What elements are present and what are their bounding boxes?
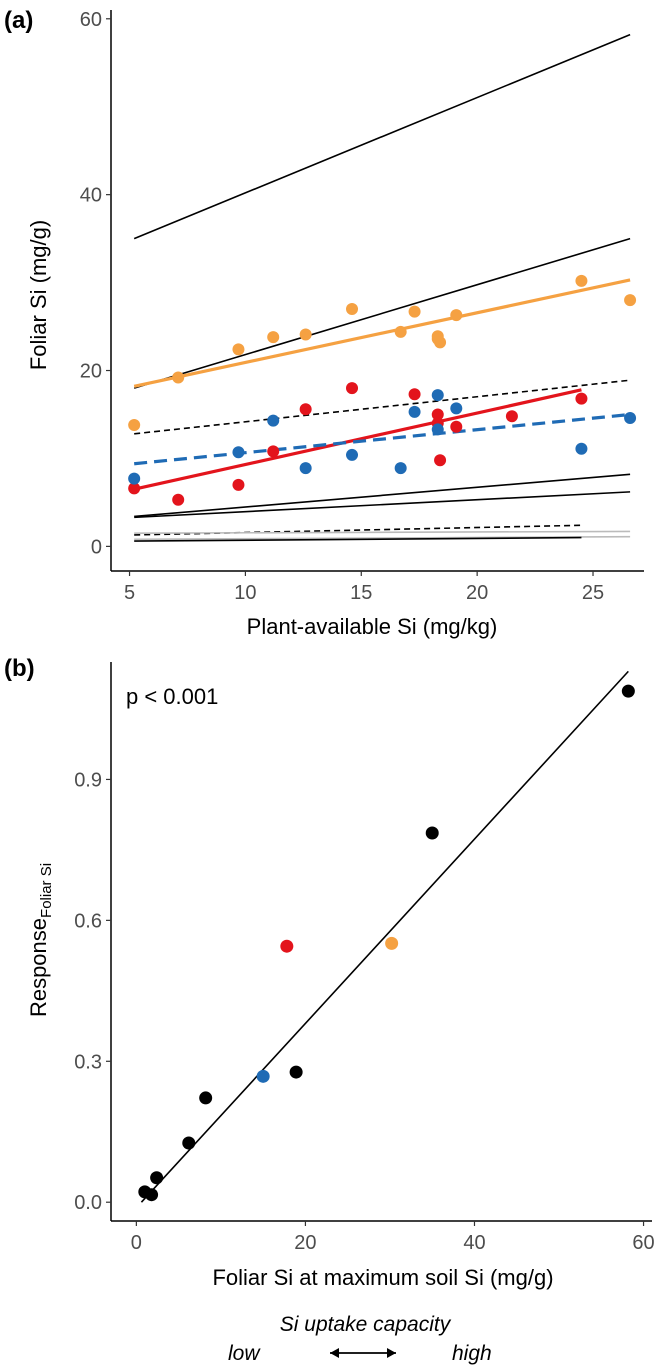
data-point — [267, 414, 280, 427]
data-point — [431, 408, 444, 421]
data-point — [385, 936, 399, 950]
uptake-capacity-high: high — [452, 1342, 492, 1365]
data-point — [346, 302, 359, 315]
x-tick-label: 15 — [350, 582, 372, 604]
data-point — [256, 1069, 270, 1083]
fit-line — [134, 412, 631, 466]
data-point — [232, 343, 245, 356]
panel-b-fit-line — [140, 670, 629, 1203]
data-point — [172, 371, 185, 384]
panel-b-x-ticks: 0 20 40 60 — [131, 1221, 655, 1254]
fit-line — [133, 33, 631, 240]
fit-line — [134, 536, 582, 542]
data-point — [431, 389, 444, 402]
data-point — [431, 423, 444, 436]
data-point — [408, 388, 421, 401]
data-point — [575, 274, 588, 287]
fit-line — [134, 530, 631, 534]
panel-b-y-axis-title-main: Response — [26, 918, 51, 1017]
y-tick-label: 0.3 — [74, 1051, 102, 1073]
fit-line — [134, 473, 631, 518]
panel-a-y-axis-title: Foliar Si (mg/g) — [26, 220, 51, 370]
data-point — [150, 1171, 164, 1185]
double-arrow-icon — [330, 1348, 396, 1358]
data-point — [232, 446, 245, 459]
y-tick-label: 20 — [80, 361, 102, 383]
data-point — [394, 325, 407, 338]
data-point — [128, 482, 141, 495]
panel-a: (a) 0 20 40 60 5 10 15 20 25 Plant-available Si… — [4, 7, 644, 639]
panel-b-x-axis-title: Foliar Si at maximum soil Si (mg/g) — [212, 1265, 553, 1290]
x-tick-label: 60 — [632, 1232, 654, 1254]
y-tick-label: 0 — [91, 536, 102, 558]
x-tick-label: 20 — [294, 1232, 316, 1254]
data-point — [280, 939, 294, 953]
panel-b-y-axis-title-subscript: Foliar Si — [38, 863, 55, 918]
data-point — [299, 403, 312, 416]
panel-a-y-ticks: 0 20 40 60 — [80, 9, 111, 558]
uptake-capacity-low: low — [228, 1342, 261, 1365]
panel-b: (b) 0.0 0.3 0.6 0.9 0 20 40 60 p < 0.001 Folia… — [4, 655, 655, 1290]
data-point — [182, 1136, 196, 1150]
fit-line — [133, 237, 631, 389]
panel-a-x-axis-title: Plant-available Si (mg/kg) — [247, 614, 498, 639]
data-point — [450, 309, 463, 322]
y-tick-label: 60 — [80, 9, 102, 31]
data-point — [624, 294, 637, 307]
data-point — [575, 442, 588, 455]
fit-line — [134, 491, 631, 519]
data-point — [128, 419, 141, 432]
data-point — [575, 392, 588, 405]
x-tick-label: 40 — [463, 1232, 485, 1254]
y-tick-label: 0.9 — [74, 769, 102, 791]
uptake-capacity-title: Si uptake capacity — [280, 1313, 452, 1336]
fit-line — [133, 278, 631, 388]
panel-a-points — [128, 274, 637, 506]
panel-a-label: (a) — [4, 7, 33, 34]
fit-line — [134, 379, 631, 435]
panel-a-x-ticks: 5 10 15 20 25 — [124, 571, 604, 604]
data-point — [232, 478, 245, 491]
data-point — [267, 331, 280, 344]
panel-a-fit-lines — [133, 33, 631, 542]
data-point — [621, 684, 635, 698]
data-point — [434, 454, 447, 467]
p-value-annotation: p < 0.001 — [126, 684, 218, 709]
data-point — [434, 336, 447, 349]
data-point — [299, 328, 312, 341]
x-tick-label: 5 — [124, 582, 135, 604]
data-point — [346, 382, 359, 395]
uptake-capacity-caption: Si uptake capacity low high — [228, 1313, 492, 1365]
y-tick-label: 40 — [80, 185, 102, 207]
data-point — [394, 462, 407, 475]
data-point — [172, 493, 185, 506]
data-point — [199, 1091, 213, 1105]
data-point — [299, 462, 312, 475]
data-point — [450, 420, 463, 433]
data-point — [408, 405, 421, 418]
data-point — [145, 1188, 159, 1202]
x-tick-label: 0 — [131, 1232, 142, 1254]
data-point — [128, 472, 141, 485]
fit-line — [133, 388, 582, 491]
y-tick-label: 0.0 — [74, 1192, 102, 1214]
data-point — [624, 412, 637, 424]
data-point — [408, 305, 421, 318]
data-point — [267, 445, 280, 458]
x-tick-label: 25 — [582, 582, 604, 604]
panel-b-points — [138, 684, 635, 1202]
data-point — [450, 402, 463, 415]
y-tick-label: 0.6 — [74, 910, 102, 932]
panel-b-label: (b) — [4, 655, 35, 682]
data-point — [425, 826, 439, 840]
x-tick-label: 20 — [466, 582, 488, 604]
x-tick-label: 10 — [234, 582, 256, 604]
regression-line — [140, 670, 629, 1203]
panel-b-y-axis-title: ResponseFoliar Si — [26, 863, 55, 1017]
data-point — [346, 448, 359, 461]
panel-b-y-ticks: 0.0 0.3 0.6 0.9 — [74, 769, 111, 1214]
data-point — [289, 1065, 303, 1079]
data-point — [505, 410, 518, 423]
